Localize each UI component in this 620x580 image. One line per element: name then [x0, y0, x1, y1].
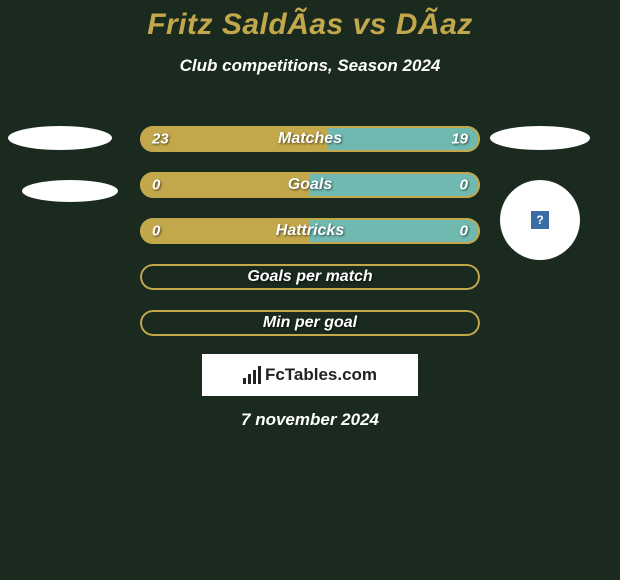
title-text: Fritz SaldÃas vs DÃaz	[147, 8, 473, 41]
stat-label: Hattricks	[276, 222, 344, 240]
stat-row: Min per goal	[140, 310, 480, 336]
logo-bar	[248, 374, 251, 384]
bar-chart-icon	[243, 366, 261, 384]
logo-text: FcTables.com	[265, 365, 377, 385]
stat-label: Goals	[288, 176, 332, 194]
stat-row: Hattricks 0 0	[140, 218, 480, 244]
logo-bar	[253, 370, 256, 384]
stat-fill-right	[310, 172, 480, 198]
player-right-avatar: ?	[500, 180, 580, 260]
logo-content: FcTables.com	[243, 365, 377, 385]
date-line: 7 november 2024	[0, 410, 620, 430]
stat-value-left: 0	[152, 223, 160, 240]
stat-row: Goals per match	[140, 264, 480, 290]
stat-value-right: 0	[460, 177, 468, 194]
stat-value-right: 19	[451, 131, 468, 148]
stat-value-left: 0	[152, 177, 160, 194]
subtitle: Club competitions, Season 2024	[0, 56, 620, 76]
stat-value-right: 0	[460, 223, 468, 240]
page-title: Fritz SaldÃas vs DÃaz	[0, 0, 620, 42]
player-left-shape-1	[8, 126, 112, 150]
stat-value-left: 23	[152, 131, 169, 148]
stat-fill-left	[140, 172, 310, 198]
placeholder-avatar-icon: ?	[531, 211, 549, 229]
stat-label: Min per goal	[263, 314, 357, 332]
fctables-logo: FcTables.com	[202, 354, 418, 396]
stat-label: Matches	[278, 130, 342, 148]
placeholder-glyph: ?	[536, 213, 543, 227]
player-left-shape-2	[22, 180, 118, 202]
stat-row: Matches 23 19	[140, 126, 480, 152]
logo-bar	[258, 366, 261, 384]
player-right-shape-1	[490, 126, 590, 150]
stat-row: Goals 0 0	[140, 172, 480, 198]
stat-rows: Matches 23 19 Goals 0 0 Hattricks 0 0 Goals per m…	[140, 126, 480, 356]
stat-label: Goals per match	[247, 268, 372, 286]
logo-bar	[243, 378, 246, 384]
